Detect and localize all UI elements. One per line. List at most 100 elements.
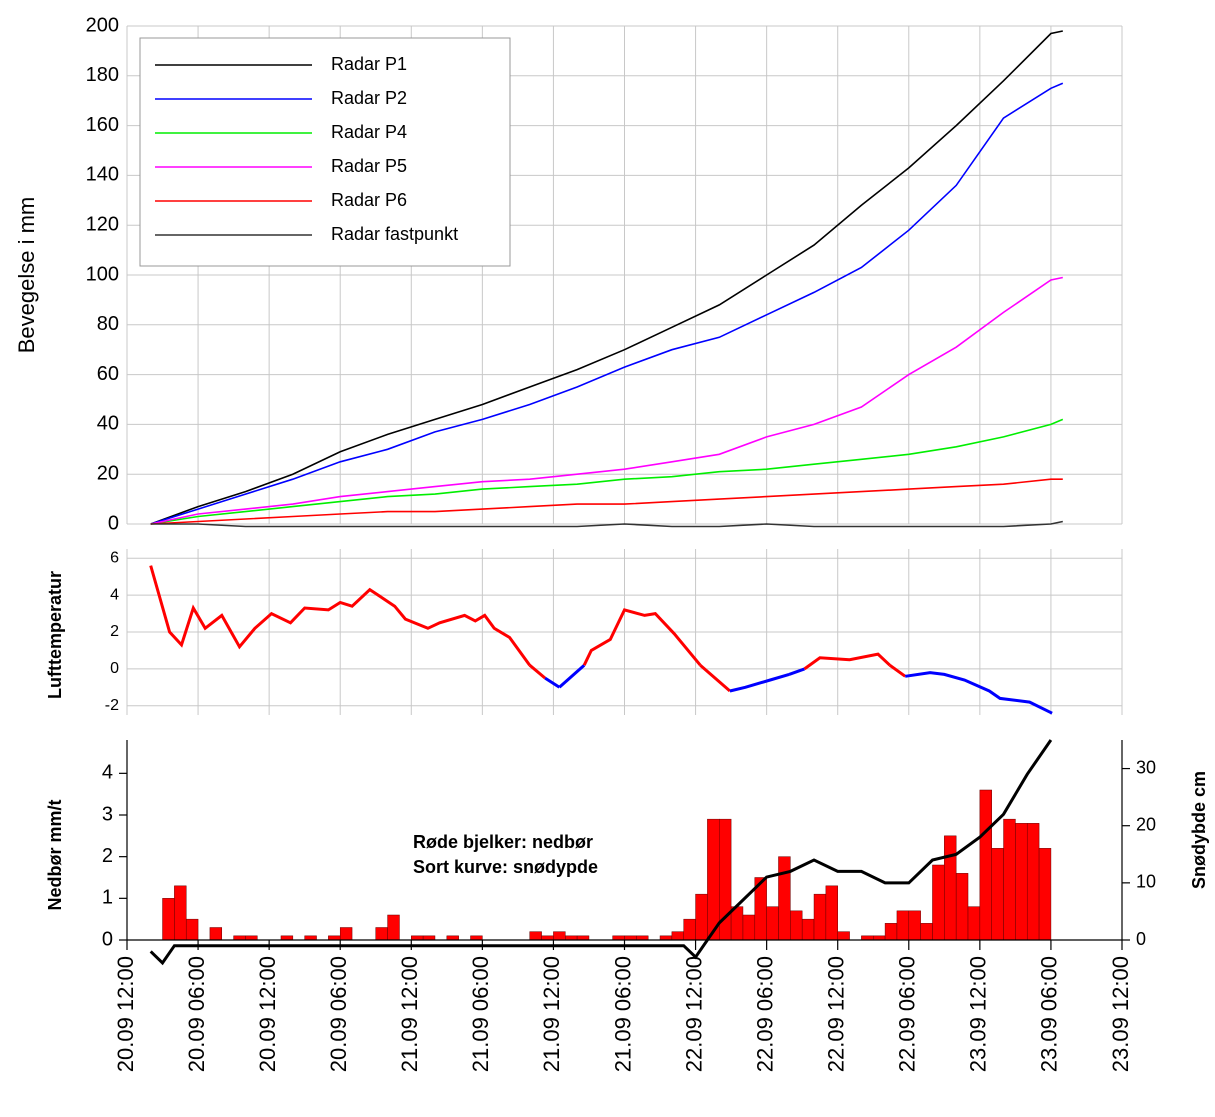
annotation: Sort kurve: snødypde <box>413 857 598 877</box>
x-tick-label: 22.09 06:00 <box>752 956 777 1072</box>
precip-bar <box>695 893 708 941</box>
precip-bar <box>576 935 590 941</box>
x-tick-label: 23.09 06:00 <box>1037 956 1062 1072</box>
precip-bar <box>861 935 874 941</box>
precip-bar <box>304 935 317 941</box>
precip-bar <box>707 818 720 941</box>
precip-bar <box>896 910 910 941</box>
precip-bar <box>742 914 756 941</box>
legend-label: Radar P6 <box>331 190 407 210</box>
precip-bar <box>624 935 637 941</box>
y-tick-label: 0 <box>110 660 119 677</box>
precip-bar <box>565 935 578 941</box>
precip-bar <box>671 931 684 941</box>
precip-bar <box>162 898 175 941</box>
temperature-line <box>803 652 891 671</box>
y-tick-label: 120 <box>86 213 119 235</box>
precip-bar <box>636 935 649 941</box>
y2-tick-label: 20 <box>1136 814 1156 834</box>
y2-axis-label: Snødybde cm <box>1189 771 1209 889</box>
temperature-line <box>888 663 907 678</box>
precip-bar <box>1003 818 1016 941</box>
temperature-line <box>582 608 702 667</box>
y-tick-label: 3 <box>102 803 113 825</box>
precip-bar <box>470 935 483 941</box>
temperature-line <box>149 565 531 667</box>
x-tick-label: 22.09 12:00 <box>824 956 849 1072</box>
x-tick-label: 21.09 06:00 <box>610 956 635 1072</box>
precip-bar <box>944 835 957 941</box>
y-tick-label: -2 <box>105 697 119 714</box>
temperature-line <box>699 664 731 693</box>
data-line <box>150 276 1063 525</box>
y-tick-label: 2 <box>102 845 113 867</box>
precip-bar <box>778 856 791 941</box>
x-tick-label: 20.09 12:00 <box>255 956 280 1072</box>
y-tick-label: 60 <box>97 363 119 385</box>
y-tick-label: 140 <box>86 164 119 186</box>
precip-bar <box>245 935 258 941</box>
y-tick-label: 40 <box>97 413 119 435</box>
x-tick-label: 21.09 06:00 <box>468 956 493 1072</box>
data-line <box>150 418 1064 525</box>
temperature-line <box>558 664 586 689</box>
precip-bar <box>932 864 945 941</box>
precip-bar <box>979 789 992 941</box>
legend-label: Radar fastpunkt <box>331 224 458 244</box>
y-tick-label: 4 <box>102 762 113 784</box>
precip-bar <box>339 927 353 941</box>
y-tick-label: 160 <box>86 114 119 136</box>
snow-line <box>149 739 1053 966</box>
y-tick-label: 20 <box>97 462 119 484</box>
precip-bar <box>801 918 815 941</box>
precip-bar <box>967 906 981 941</box>
precip-bar <box>766 906 779 941</box>
precip-bar <box>446 935 459 941</box>
x-tick-label: 23.09 12:00 <box>966 956 991 1072</box>
legend-label: Radar P1 <box>331 54 407 74</box>
y2-tick-label: 30 <box>1136 757 1156 777</box>
precip-bar <box>991 848 1004 941</box>
precip-bar <box>813 893 827 941</box>
precip-bar <box>825 885 838 941</box>
precip-bar <box>422 935 436 941</box>
precip-bar <box>185 918 199 941</box>
precip-bar <box>612 935 625 941</box>
data-line <box>150 30 1063 525</box>
precip-bar <box>920 923 933 941</box>
x-tick-label: 21.09 12:00 <box>539 956 564 1072</box>
annotation: Røde bjelker: nedbør <box>413 832 593 852</box>
precip-bar <box>387 914 400 941</box>
temperature-line <box>904 671 1053 715</box>
y-axis-label: Nedbør mm/t <box>45 799 65 910</box>
precip-bar <box>541 935 554 941</box>
x-tick-label: 20.09 06:00 <box>184 956 209 1072</box>
precip-bar <box>683 918 696 941</box>
precip-bar <box>884 923 898 941</box>
precip-bar <box>553 931 566 941</box>
temperature-line <box>788 667 806 676</box>
precip-bar <box>1015 823 1028 941</box>
x-tick-label: 21.09 12:00 <box>397 956 422 1072</box>
y-tick-label: 180 <box>86 64 119 86</box>
x-tick-label: 20.09 12:00 <box>113 956 138 1072</box>
y-tick-label: 100 <box>86 263 119 285</box>
precip-bar <box>174 885 187 941</box>
precip-bar <box>790 910 803 941</box>
y-axis-label: Bevegelse i mm <box>14 197 39 354</box>
precip-bar <box>1038 848 1052 941</box>
y-tick-label: 80 <box>97 313 119 335</box>
y-tick-label: 6 <box>110 549 119 566</box>
precip-bar <box>837 931 850 941</box>
legend-box <box>139 37 511 267</box>
y-axis-label: Lufttemperatur <box>45 571 65 699</box>
temperature-line <box>544 676 561 689</box>
y2-tick-label: 10 <box>1136 872 1156 892</box>
precip-bar <box>873 935 886 941</box>
y-tick-label: 1 <box>102 887 113 909</box>
x-tick-label: 22.09 12:00 <box>681 956 706 1072</box>
precip-bar <box>233 935 246 941</box>
precip-bar <box>375 927 388 941</box>
precip-bar <box>529 931 542 941</box>
